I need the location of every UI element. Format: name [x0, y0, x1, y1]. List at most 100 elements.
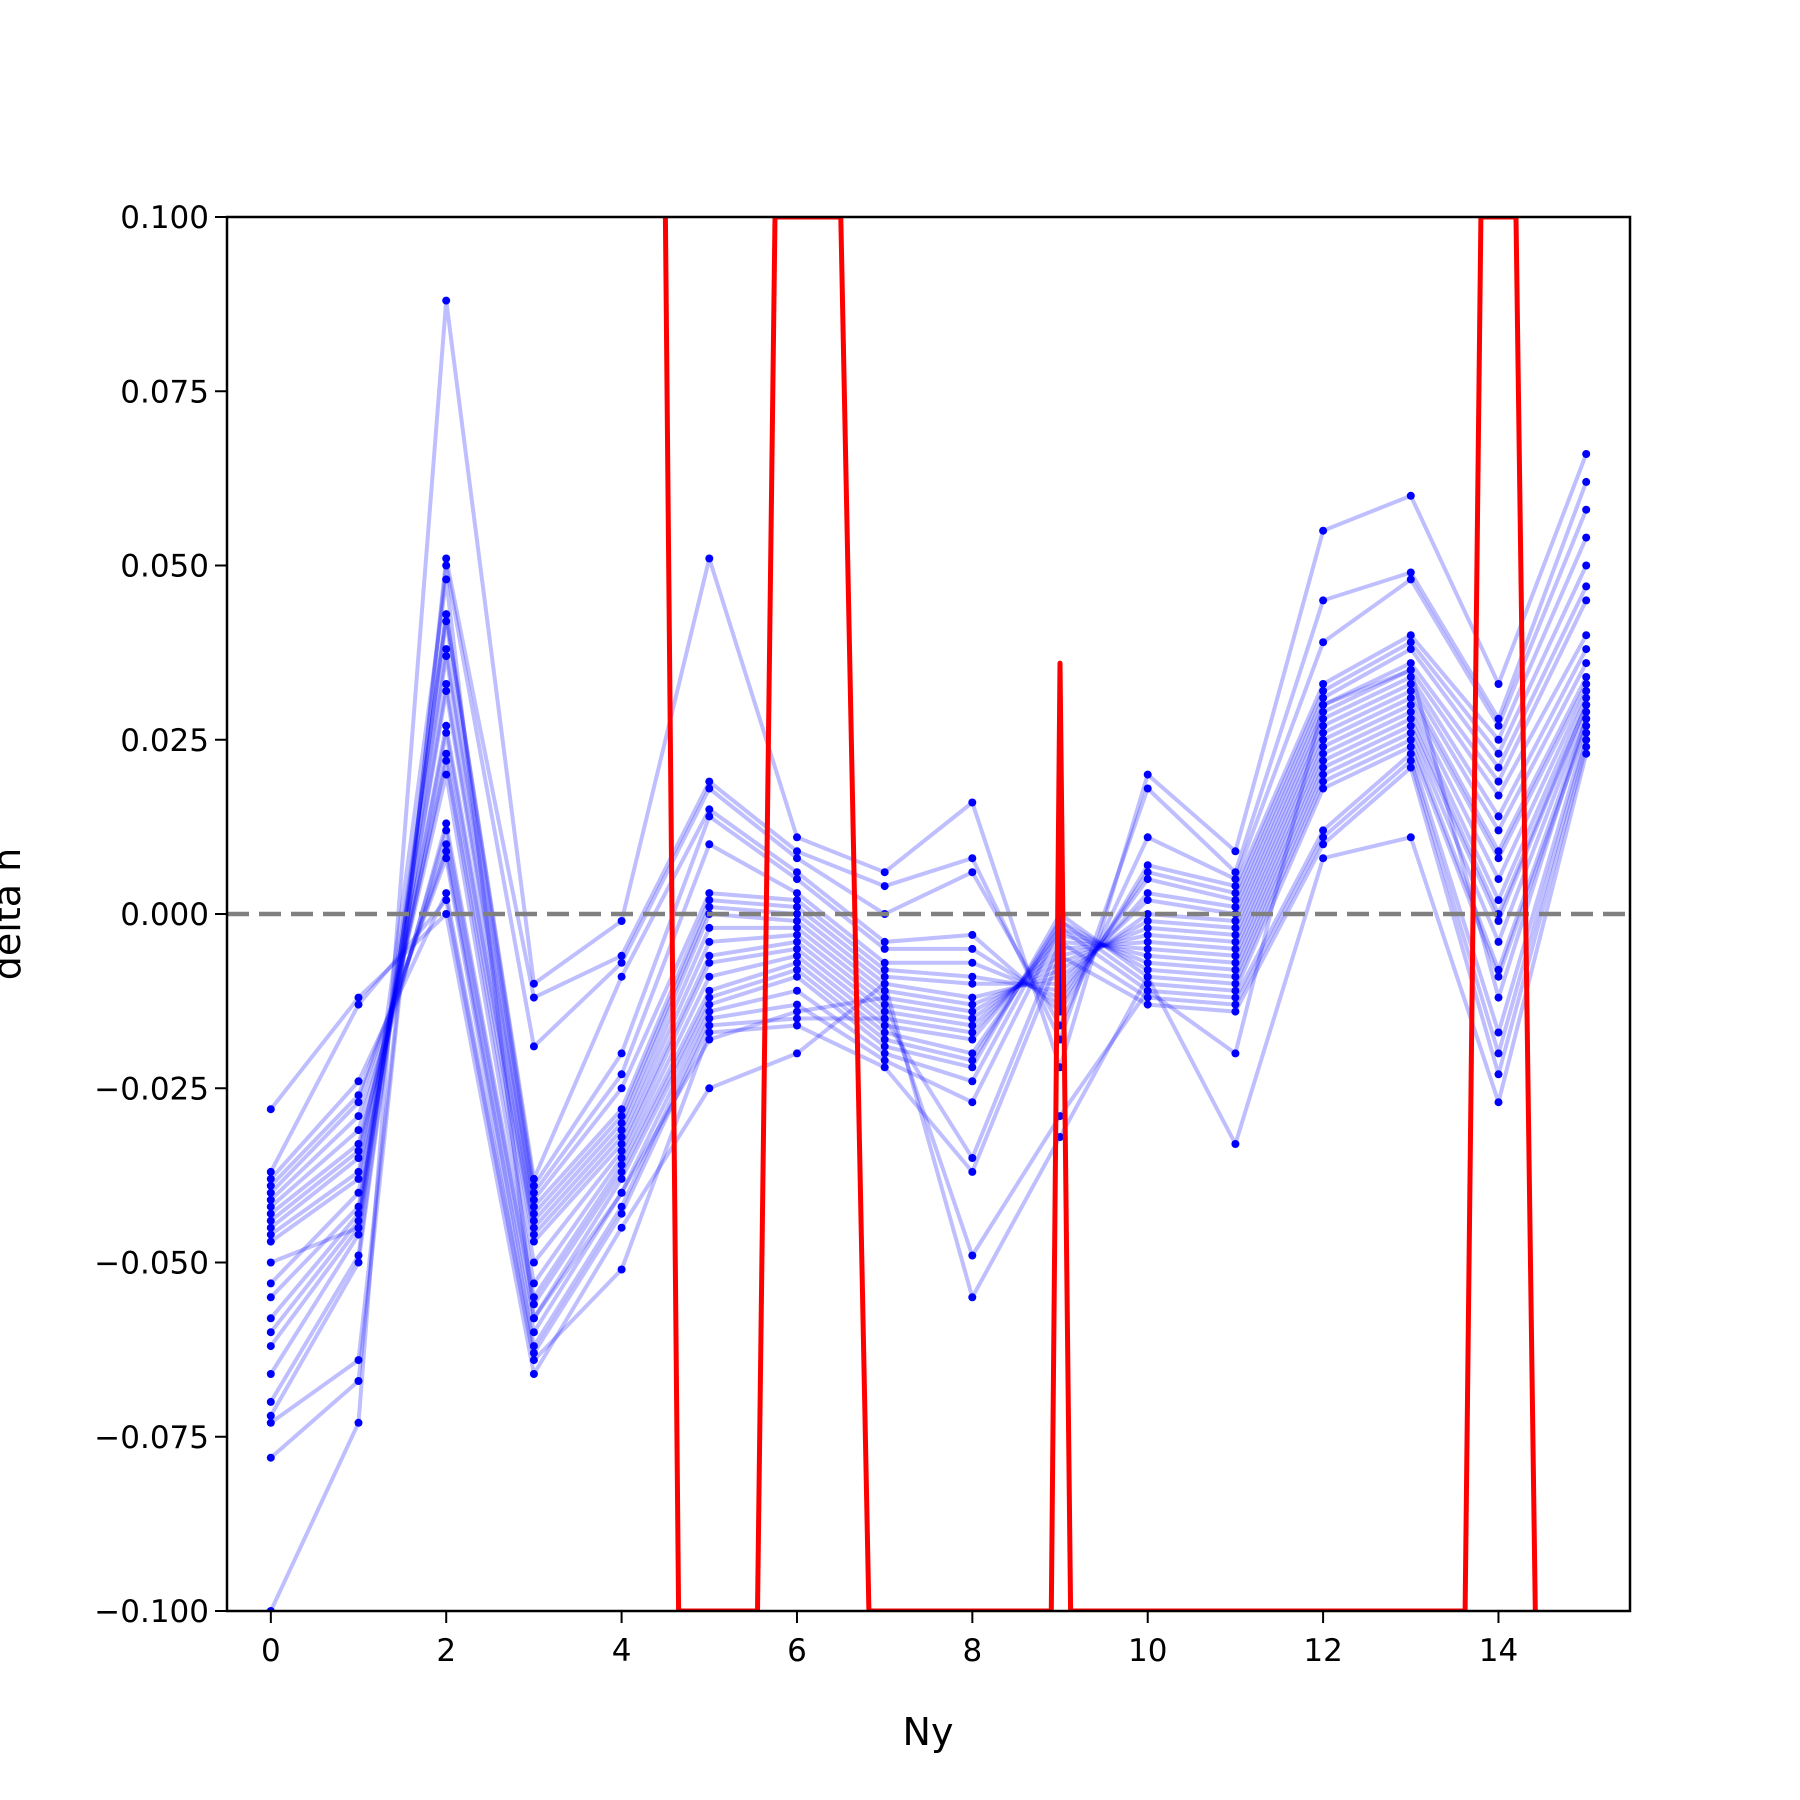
sample-line: [269, 753, 1589, 1376]
sample-point: [529, 993, 538, 1002]
sample-point: [266, 1411, 275, 1420]
sample-point: [793, 868, 801, 877]
sample-line: [269, 481, 1589, 1460]
sample-point: [1406, 700, 1415, 709]
y-tick-label: −0.050: [94, 1246, 209, 1282]
sample-point: [1494, 965, 1503, 974]
sample-point: [705, 1028, 714, 1037]
sample-point: [1231, 930, 1240, 939]
sample-point: [880, 1007, 889, 1016]
sample-point: [1143, 1000, 1152, 1009]
y-tick-label: 0.025: [120, 723, 209, 759]
sample-point: [1143, 910, 1152, 918]
sample-point: [1231, 1049, 1240, 1058]
sample-point: [968, 1049, 977, 1058]
sample-point: [880, 958, 889, 967]
sample-point: [705, 896, 714, 905]
sample-point: [880, 972, 889, 981]
sample-point: [1319, 833, 1328, 842]
sample-point: [1406, 673, 1415, 681]
y-tick-label: 0.050: [120, 549, 209, 585]
sample-point: [968, 1077, 977, 1086]
sample-point: [968, 868, 977, 877]
sample-point: [968, 798, 977, 807]
sample-line: [270, 577, 1589, 1321]
sample-point: [442, 687, 451, 695]
sample-point: [968, 944, 977, 953]
sample-point: [1582, 714, 1591, 723]
sample-point: [1231, 958, 1240, 967]
sample-point: [1406, 666, 1415, 674]
sample-point: [793, 965, 801, 974]
sample-point: [1582, 707, 1591, 716]
sample-point: [705, 958, 714, 967]
sample-point: [354, 993, 363, 1002]
sample-point: [442, 610, 451, 619]
sample-point: [354, 1377, 363, 1385]
sample-point: [880, 993, 889, 1002]
sample-point: [793, 937, 801, 946]
sample-point: [617, 1133, 626, 1141]
sample-point: [793, 910, 801, 918]
sample-point: [1406, 631, 1415, 640]
sample-point: [442, 645, 451, 654]
sample-point: [529, 1188, 538, 1197]
sample-point: [705, 1007, 714, 1016]
sample-point: [1582, 659, 1591, 668]
sample-point: [1319, 526, 1328, 535]
sample-point: [1319, 707, 1328, 716]
sample-point: [1494, 847, 1503, 856]
sample-point: [617, 1112, 626, 1121]
sample-point: [880, 1014, 889, 1023]
sample-line: [269, 725, 1589, 1335]
sample-line: [269, 732, 1589, 1349]
sample-point: [793, 958, 801, 967]
sample-point: [1319, 749, 1328, 758]
sample-point: [442, 728, 451, 737]
sample-point: [1319, 777, 1328, 786]
sample-point: [705, 937, 714, 946]
sample-point: [1406, 735, 1415, 744]
x-tick-label: 10: [1128, 1633, 1167, 1669]
sample-point: [617, 1174, 626, 1183]
sample-point: [529, 1216, 538, 1225]
sample-point: [705, 812, 714, 821]
sample-point: [442, 770, 451, 779]
sample-point: [442, 756, 451, 765]
sample-point: [617, 1147, 626, 1155]
sample-point: [880, 1021, 889, 1030]
sample-point: [529, 1314, 538, 1323]
sample-point: [1231, 1000, 1240, 1009]
sample-point: [793, 1014, 801, 1023]
x-tick-label: 4: [612, 1633, 632, 1669]
sample-point: [1406, 721, 1415, 730]
sample-point: [880, 937, 889, 946]
sample-point: [1582, 721, 1591, 730]
sample-point: [1406, 680, 1415, 688]
sample-point: [354, 1216, 363, 1225]
sample-point: [1319, 742, 1328, 751]
sample-point: [1231, 951, 1240, 960]
sample-point: [529, 1209, 538, 1218]
sample-point: [266, 1195, 275, 1204]
sample-point: [354, 1209, 363, 1218]
sample-point: [1319, 735, 1328, 744]
sample-point: [354, 1251, 363, 1260]
sample-point: [617, 1265, 626, 1274]
sample-point: [705, 903, 714, 911]
sample-point: [880, 979, 889, 988]
sample-point: [1231, 903, 1240, 911]
sample-point: [1582, 749, 1591, 758]
sample-point: [880, 1028, 889, 1037]
sample-point: [266, 1223, 275, 1232]
sample-point: [968, 1056, 977, 1065]
sample-point: [705, 1000, 714, 1009]
sample-point: [705, 972, 714, 981]
x-axis: 0 2 4 6 8 10 12 14: [261, 1611, 1518, 1669]
sample-point: [1143, 944, 1152, 953]
sample-point: [1319, 721, 1328, 730]
sample-point: [880, 1056, 889, 1065]
sample-point: [617, 972, 626, 981]
sample-point: [442, 847, 451, 856]
sample-point: [1406, 756, 1415, 765]
